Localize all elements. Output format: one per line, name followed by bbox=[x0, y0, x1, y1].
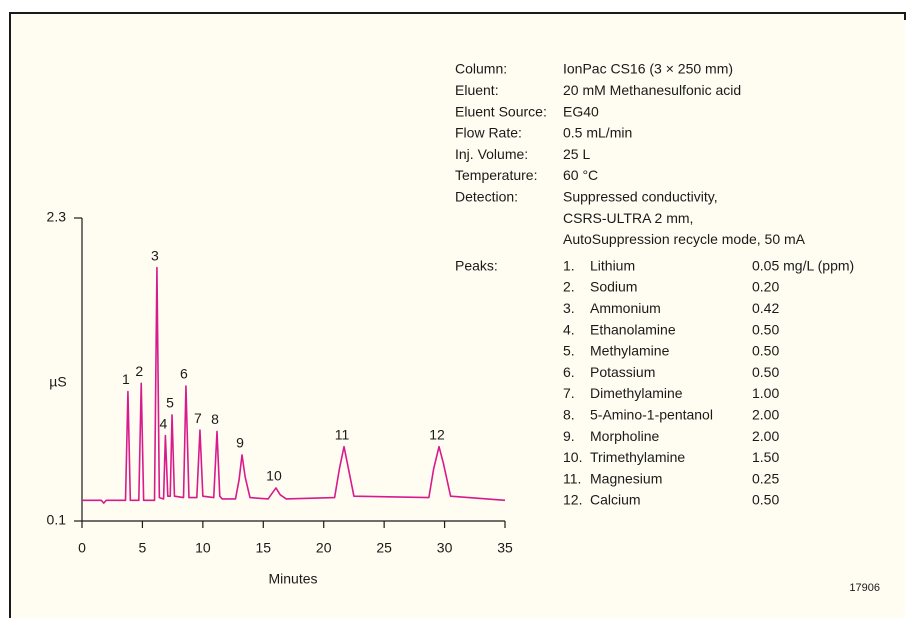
condition-value: 0.5 mL/min bbox=[563, 125, 632, 141]
condition-label: Column: bbox=[455, 61, 507, 77]
x-tick-label: 5 bbox=[139, 540, 147, 556]
peak-amount: 1.50 bbox=[752, 449, 779, 465]
condition-label: Eluent: bbox=[455, 82, 499, 98]
peak-amount: 0.42 bbox=[752, 300, 779, 316]
x-tick-label: 20 bbox=[316, 540, 332, 556]
peak-number: 5. bbox=[563, 343, 575, 359]
peak-name: Trimethylamine bbox=[590, 449, 685, 465]
peak-number: 4. bbox=[563, 321, 575, 337]
peak-amount: 0.20 bbox=[752, 279, 779, 295]
condition-label: Flow Rate: bbox=[455, 125, 522, 141]
peak-label: 4 bbox=[159, 415, 167, 431]
y-tick-label: 2.3 bbox=[47, 209, 67, 225]
peak-amount: 0.50 bbox=[752, 492, 779, 508]
condition-value: 25 L bbox=[563, 146, 590, 162]
condition-label: Temperature: bbox=[455, 167, 537, 183]
condition-label: Detection: bbox=[455, 189, 518, 205]
condition-label: Inj. Volume: bbox=[455, 146, 528, 162]
figure-number: 17906 bbox=[849, 582, 880, 594]
peak-label: 5 bbox=[166, 395, 174, 411]
peak-number: 10. bbox=[563, 449, 582, 465]
peak-label: 6 bbox=[180, 366, 188, 382]
peak-label: 7 bbox=[194, 410, 202, 426]
x-tick-label: 30 bbox=[437, 540, 453, 556]
condition-value: 60 °C bbox=[563, 167, 598, 183]
peak-name: Morpholine bbox=[590, 428, 659, 444]
condition-value: 20 mM Methanesulfonic acid bbox=[563, 82, 741, 98]
peak-amount: 2.00 bbox=[752, 428, 779, 444]
peak-label: 11 bbox=[335, 426, 350, 442]
peak-amount: 0.50 bbox=[752, 321, 779, 337]
peak-label: 9 bbox=[236, 435, 244, 451]
peak-label: 10 bbox=[266, 468, 282, 484]
panel-background bbox=[10, 13, 905, 618]
condition-value: Suppressed conductivity, bbox=[563, 189, 718, 205]
condition-value: EG40 bbox=[563, 103, 599, 119]
x-tick-label: 10 bbox=[195, 540, 211, 556]
peak-name: Methylamine bbox=[590, 343, 670, 359]
peak-name: Ethanolamine bbox=[590, 321, 676, 337]
peak-number: 6. bbox=[563, 364, 575, 380]
peak-name: Potassium bbox=[590, 364, 655, 380]
peak-name: Magnesium bbox=[590, 470, 662, 486]
y-tick-label: 0.1 bbox=[47, 512, 67, 528]
peak-name: Ammonium bbox=[590, 300, 661, 316]
peak-number: 2. bbox=[563, 279, 575, 295]
peak-amount: 2.00 bbox=[752, 407, 779, 423]
peak-number: 9. bbox=[563, 428, 575, 444]
peak-amount: 0.50 bbox=[752, 343, 779, 359]
x-tick-label: 0 bbox=[78, 540, 86, 556]
peak-name: 5-Amino-1-pentanol bbox=[590, 407, 713, 423]
condition-value: IonPac CS16 (3 × 250 mm) bbox=[563, 61, 733, 77]
condition-value: CSRS-ULTRA 2 mm, bbox=[563, 210, 693, 226]
peaks-label: Peaks: bbox=[455, 257, 498, 273]
peak-amount: 0.05 mg/L (ppm) bbox=[752, 257, 854, 273]
peak-name: Dimethylamine bbox=[590, 385, 683, 401]
peak-label: 3 bbox=[151, 247, 159, 263]
peak-amount: 0.50 bbox=[752, 364, 779, 380]
y-axis-label: µS bbox=[49, 374, 66, 390]
x-tick-label: 35 bbox=[497, 540, 513, 556]
peak-name: Lithium bbox=[590, 257, 635, 273]
peak-name: Sodium bbox=[590, 279, 637, 295]
x-tick-label: 25 bbox=[376, 540, 392, 556]
peak-label: 2 bbox=[135, 363, 143, 379]
peak-number: 7. bbox=[563, 385, 575, 401]
peak-number: 8. bbox=[563, 407, 575, 423]
peak-amount: 1.00 bbox=[752, 385, 779, 401]
peak-number: 1. bbox=[563, 257, 575, 273]
peak-label: 12 bbox=[429, 426, 445, 442]
condition-label: Eluent Source: bbox=[455, 103, 547, 119]
condition-value: AutoSuppression recycle mode, 50 mA bbox=[563, 231, 806, 247]
peak-amount: 0.25 bbox=[752, 470, 779, 486]
x-tick-label: 15 bbox=[255, 540, 271, 556]
x-axis-label: Minutes bbox=[268, 571, 317, 587]
trace bbox=[82, 266, 506, 504]
peak-label: 8 bbox=[211, 411, 219, 427]
peak-number: 12. bbox=[563, 492, 582, 508]
peak-number: 3. bbox=[563, 300, 575, 316]
peak-number: 11. bbox=[563, 470, 581, 486]
peak-label: 1 bbox=[122, 371, 130, 387]
peak-name: Calcium bbox=[590, 492, 641, 508]
